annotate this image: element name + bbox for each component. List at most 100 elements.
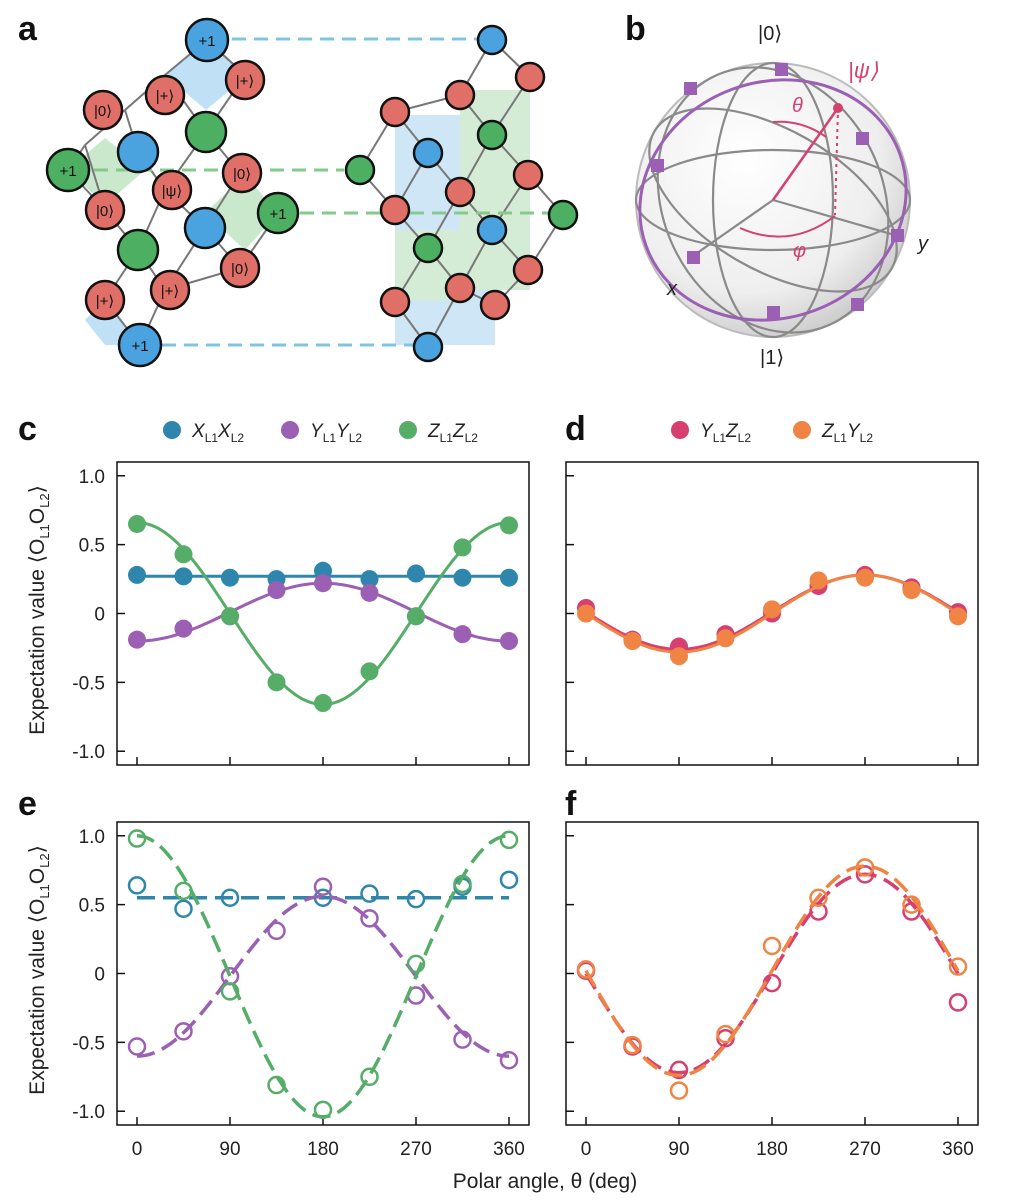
data-point-ZL1ZL2 (314, 694, 332, 713)
qubit-node (84, 189, 126, 231)
y-tick-label: -1.0 (72, 1102, 105, 1123)
ket-label: |+⟩ (96, 293, 115, 310)
ket-label: |ψ⟩ (162, 183, 182, 200)
trajectory-marker (851, 298, 864, 311)
data-point-ZL1YL2 (856, 568, 874, 587)
data-point-XL1XL2 (314, 561, 332, 580)
ket-label: |+⟩ (236, 73, 255, 90)
stabilizer-node (256, 191, 300, 235)
chart-e: 1.0 0.5 0 -0.5 -1.0 0 90 180 270 360 (72, 821, 530, 1160)
trajectory-marker (775, 63, 788, 76)
data-point-ZL1ZL2 (453, 874, 472, 894)
fit-curve-ZL1ZL2 (136, 521, 510, 706)
chart-f: 0 90 180 270 360 (565, 821, 979, 1160)
data-point-XL1XL2 (127, 876, 147, 895)
x-tick-label: 0 (581, 1139, 592, 1160)
qubit-node (84, 279, 126, 321)
stabilizer-node (184, 17, 230, 63)
legend-label-xx: XL1XL2 (191, 421, 244, 445)
data-point-ZL1YL2 (669, 1081, 689, 1100)
stabilizer-node (116, 130, 160, 174)
theta-label: θ (792, 95, 803, 117)
stabilizer-node (547, 199, 579, 231)
data-point-YL1YL2 (128, 630, 146, 649)
data-point-ZL1ZL2 (127, 829, 147, 848)
qubit-node (444, 176, 476, 208)
trajectory-marker (651, 159, 664, 172)
legend-marker-zy (793, 421, 811, 439)
data-point-YL1YL2 (313, 877, 333, 896)
chart-c: 1.0 0.5 0 -0.5 -1.0 (72, 461, 530, 766)
legend-label-yz: YL1ZL2 (700, 421, 751, 445)
stabilizer-node (476, 214, 508, 246)
data-point-ZL1YL2 (623, 632, 642, 651)
qubit-node (144, 74, 186, 116)
bloch-sphere: |0⟩ |1⟩ |ψ⟩ θ φ x y (634, 23, 929, 369)
stabilizer-label: +1 (269, 206, 286, 223)
x-axis-title: Polar angle, θ (deg) (453, 1170, 637, 1193)
data-point-YL1YL2 (453, 1030, 472, 1049)
data-point-ZL1ZL2 (406, 954, 426, 974)
stabilizer-node (184, 110, 228, 154)
x-tick-label: 0 (132, 1139, 143, 1160)
data-point-ZL1ZL2 (313, 1100, 333, 1120)
data-point-ZL1YL2 (716, 629, 735, 648)
lattice-node-labels: +1 +1 +1 +1 |+⟩ |+⟩ |0⟩ |0⟩ |ψ⟩ |0⟩ |0⟩ … (59, 33, 286, 355)
fit-curve-YL1YL2 (136, 894, 510, 1058)
phi-label: φ (793, 240, 806, 262)
y-tick-label: 1.0 (79, 467, 105, 488)
data-point-YL1YL2 (267, 581, 286, 600)
qubit-node (82, 89, 124, 131)
stabilizer-label: +1 (198, 33, 215, 50)
data-point-ZL1YL2 (949, 607, 967, 626)
data-point-ZL1YL2 (855, 858, 875, 877)
legend-marker-zz (399, 421, 417, 439)
x-tick-label: 360 (942, 1139, 974, 1160)
data-point-ZL1YL2 (809, 888, 828, 907)
lattice-nodes-left (45, 17, 300, 368)
y-axis-line (772, 198, 899, 238)
y-axis-title-top: Expectation value ⟨OL1OL2⟩ (26, 485, 52, 735)
qubit-node (149, 269, 191, 311)
qubit-node (379, 96, 411, 128)
data-point-YL1YL2 (267, 921, 286, 941)
state-trajectory-circle (638, 78, 908, 322)
chart-d (565, 461, 979, 766)
y-tick-label: 1.0 (79, 827, 105, 848)
plot-frame-c (116, 461, 530, 766)
legend-marker-yy (281, 421, 299, 439)
data-point-YL1YL2 (220, 967, 240, 986)
data-point-XL1XL2 (174, 899, 193, 919)
data-point-ZL1ZL2 (407, 607, 425, 626)
stabilizer-node (476, 24, 508, 56)
data-point-YL1YL2 (499, 1051, 519, 1070)
data-point-XL1XL2 (128, 565, 146, 584)
qubit-node (512, 159, 544, 191)
ket-label: |0⟩ (94, 103, 112, 120)
stabilizer-node (45, 147, 91, 193)
ket-zero-label: |0⟩ (758, 23, 782, 45)
panel-letter-b: b (625, 10, 646, 48)
stabilizer-node (412, 137, 444, 169)
x-tick-label: 180 (756, 1139, 788, 1160)
data-point-YL1YL2 (360, 583, 379, 602)
y-tick-label: -1.0 (72, 742, 105, 763)
y-axis-title-bottom: Expectation value ⟨OL1OL2⟩ (26, 845, 52, 1095)
data-point-ZL1ZL2 (360, 662, 379, 681)
data-point-ZL1ZL2 (128, 514, 146, 533)
data-point-ZL1ZL2 (267, 673, 286, 692)
x-tick-label: 90 (219, 1139, 240, 1160)
stabilizer-node (117, 322, 163, 368)
x-tick-label: 90 (668, 1139, 689, 1160)
trajectory-marker (891, 229, 904, 242)
data-point-XL1XL2 (453, 568, 472, 587)
trajectory-marker (684, 82, 697, 95)
ket-label: |0⟩ (231, 261, 249, 278)
fit-curve-ZL1YL2 (584, 864, 960, 1078)
data-point-YL1YL2 (174, 1022, 193, 1041)
y-tick-label: 0 (94, 605, 105, 626)
qubit-node (479, 289, 511, 321)
ket-label: |0⟩ (233, 166, 251, 183)
data-point-YL1YL2 (314, 574, 332, 593)
